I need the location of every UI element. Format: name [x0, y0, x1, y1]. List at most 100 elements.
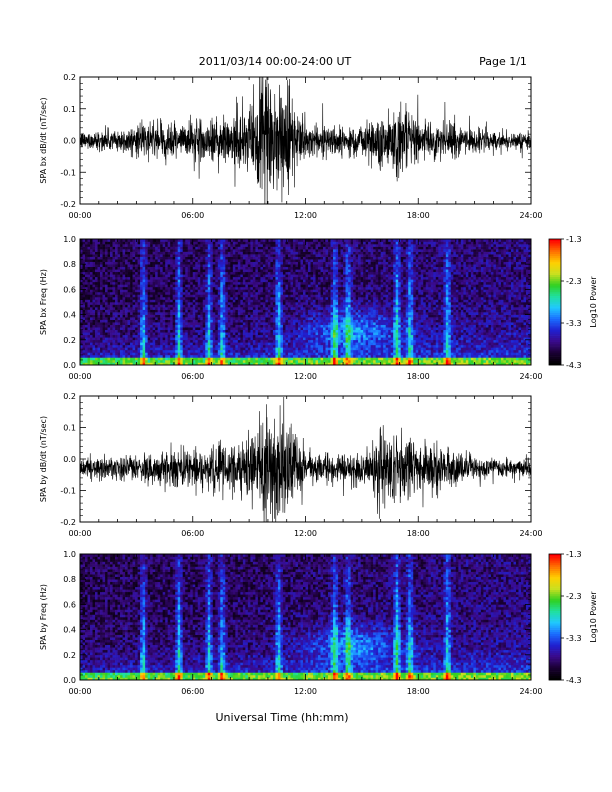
heatmap-cell: [280, 309, 284, 313]
heatmap-cell: [295, 334, 299, 338]
heatmap-cell: [115, 269, 118, 273]
heatmap-cell: [195, 279, 199, 283]
heatmap-cell: [250, 291, 254, 295]
heatmap-cell: [107, 302, 111, 305]
heatmap-cell: [215, 349, 219, 353]
heatmap-cell: [230, 284, 234, 288]
panel-1-heatmap-cells: [80, 239, 532, 366]
heatmap-cell: [182, 279, 186, 283]
heatmap-cell: [230, 294, 234, 298]
heatmap-cell: [202, 284, 206, 288]
heatmap-cell: [227, 286, 231, 290]
heatmap-cell: [222, 359, 226, 363]
heatmap-cell: [177, 352, 181, 356]
heatmap-cell: [105, 342, 108, 346]
heatmap-cell: [147, 261, 151, 265]
heatmap-cell: [157, 299, 161, 303]
heatmap-cell: [245, 362, 249, 366]
heatmap-cell: [240, 261, 244, 265]
heatmap-cell: [132, 276, 136, 280]
heatmap-cell: [323, 322, 326, 325]
heatmap-cell: [165, 304, 168, 308]
heatmap-cell: [152, 241, 156, 245]
heatmap-cell: [252, 294, 256, 298]
heatmap-cell: [315, 296, 319, 300]
heatmap-cell: [162, 254, 166, 257]
heatmap-cell: [302, 327, 306, 331]
heatmap-cell: [172, 317, 176, 320]
heatmap-cell: [90, 314, 93, 318]
heatmap-cell: [217, 357, 221, 361]
heatmap-cell: [182, 337, 186, 341]
heatmap-cell: [267, 337, 271, 341]
heatmap-cell: [90, 312, 93, 315]
heatmap-cell: [172, 339, 176, 343]
heatmap-cell: [182, 342, 186, 346]
heatmap-cell: [257, 251, 261, 255]
heatmap-cell: [205, 291, 209, 295]
heatmap-cell: [285, 307, 289, 310]
heatmap-cell: [285, 332, 289, 336]
heatmap-cell: [323, 357, 326, 361]
heatmap-cell: [82, 324, 86, 328]
heatmap-cell: [292, 239, 296, 242]
heatmap-cell: [295, 339, 299, 343]
heatmap-cell: [292, 244, 296, 247]
heatmap-cell: [282, 249, 286, 252]
heatmap-cell: [155, 286, 158, 290]
heatmap-cell: [132, 291, 136, 295]
heatmap-cell: [277, 317, 281, 320]
heatmap-cell: [110, 357, 113, 361]
heatmap-cell: [277, 246, 281, 250]
heatmap-cell: [320, 299, 324, 303]
heatmap-cell: [212, 322, 216, 325]
heatmap-cell: [287, 344, 291, 348]
heatmap-cell: [222, 261, 226, 265]
heatmap-cell: [127, 304, 131, 308]
heatmap-cell: [100, 357, 103, 361]
heatmap-cell: [157, 302, 161, 305]
heatmap-cell: [255, 314, 259, 318]
heatmap-cell: [207, 337, 211, 341]
heatmap-cell: [137, 329, 141, 333]
heatmap-cell: [140, 274, 143, 278]
heatmap-cell: [202, 241, 206, 245]
heatmap-cell: [232, 327, 236, 331]
heatmap-cell: [297, 344, 301, 348]
heatmap-cell: [270, 319, 274, 323]
heatmap-cell: [105, 269, 108, 273]
heatmap-cell: [117, 244, 121, 247]
heatmap-cell: [265, 261, 269, 265]
heatmap-cell: [142, 276, 146, 280]
heatmap-cell: [112, 286, 116, 290]
heatmap-cell: [242, 244, 246, 247]
heatmap-cell: [272, 307, 276, 310]
heatmap-cell: [287, 302, 291, 305]
heatmap-cell: [150, 337, 153, 341]
heatmap-cell: [313, 274, 316, 278]
heatmap-cell: [85, 349, 88, 353]
heatmap-cell: [242, 256, 246, 260]
heatmap-cell: [305, 261, 309, 265]
heatmap-cell: [177, 359, 181, 363]
heatmap-cell: [155, 294, 158, 298]
heatmap-cell: [170, 239, 174, 242]
heatmap-cell: [127, 249, 131, 252]
heatmap-cell: [97, 284, 101, 288]
heatmap-cell: [260, 322, 264, 325]
heatmap-cell: [175, 246, 179, 250]
heatmap-cell: [155, 249, 158, 252]
heatmap-cell: [165, 269, 168, 273]
heatmap-cell: [155, 296, 158, 300]
heatmap-cell: [107, 317, 111, 320]
heatmap-cell: [152, 354, 156, 358]
heatmap-cell: [190, 249, 194, 252]
heatmap-cell: [80, 259, 83, 262]
heatmap-cell: [175, 314, 179, 318]
heatmap-cell: [85, 312, 88, 315]
heatmap-cell: [318, 294, 321, 298]
heatmap-cell: [285, 312, 289, 315]
heatmap-cell: [202, 264, 206, 268]
heatmap-cell: [285, 357, 289, 361]
heatmap-cell: [127, 357, 131, 361]
